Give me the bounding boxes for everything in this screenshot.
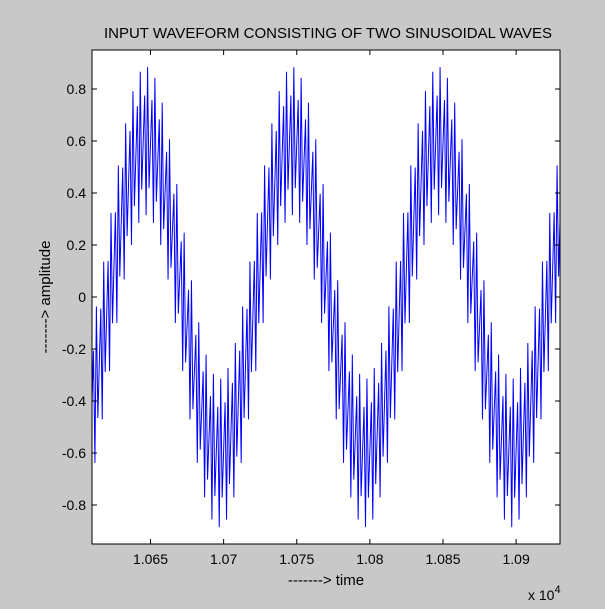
x-axis-label: -------> time (288, 572, 364, 589)
x-axis-ticks: 1.065 1.07 1.075 1.08 1.085 1.09 (133, 50, 530, 567)
y-tick-label: -0.2 (62, 341, 86, 357)
x-tick-label: 1.08 (356, 551, 383, 567)
x-tick-label: 1.085 (425, 551, 460, 567)
x-exponent-base: x 10 (528, 587, 555, 603)
y-tick-label: -0.8 (62, 497, 86, 513)
x-tick-label: 1.07 (210, 551, 237, 567)
y-tick-label: 0.2 (67, 237, 87, 253)
y-tick-label: 0.6 (67, 133, 87, 149)
x-tick-label: 1.09 (503, 551, 530, 567)
y-axis-ticks: -0.8 -0.6 -0.4 -0.2 0 0.2 0.4 0.6 0.8 (62, 81, 560, 513)
x-tick-label: 1.075 (279, 551, 314, 567)
axes-background (92, 50, 560, 544)
y-tick-label: 0.4 (67, 185, 87, 201)
series-layer (92, 67, 560, 528)
y-tick-label: 0 (78, 289, 86, 305)
y-tick-label: 0.8 (67, 81, 87, 97)
x-axis-exponent: x 104 (528, 584, 561, 603)
x-tick-label: 1.065 (133, 551, 168, 567)
y-axis-label: -------> amplitude (37, 241, 54, 354)
y-tick-label: -0.6 (62, 445, 86, 461)
y-tick-label: -0.4 (62, 393, 86, 409)
x-exponent-power: 4 (554, 584, 560, 596)
series-line-0 (92, 67, 560, 528)
chart-title: INPUT WAVEFORM CONSISTING OF TWO SINUSOI… (104, 25, 552, 42)
